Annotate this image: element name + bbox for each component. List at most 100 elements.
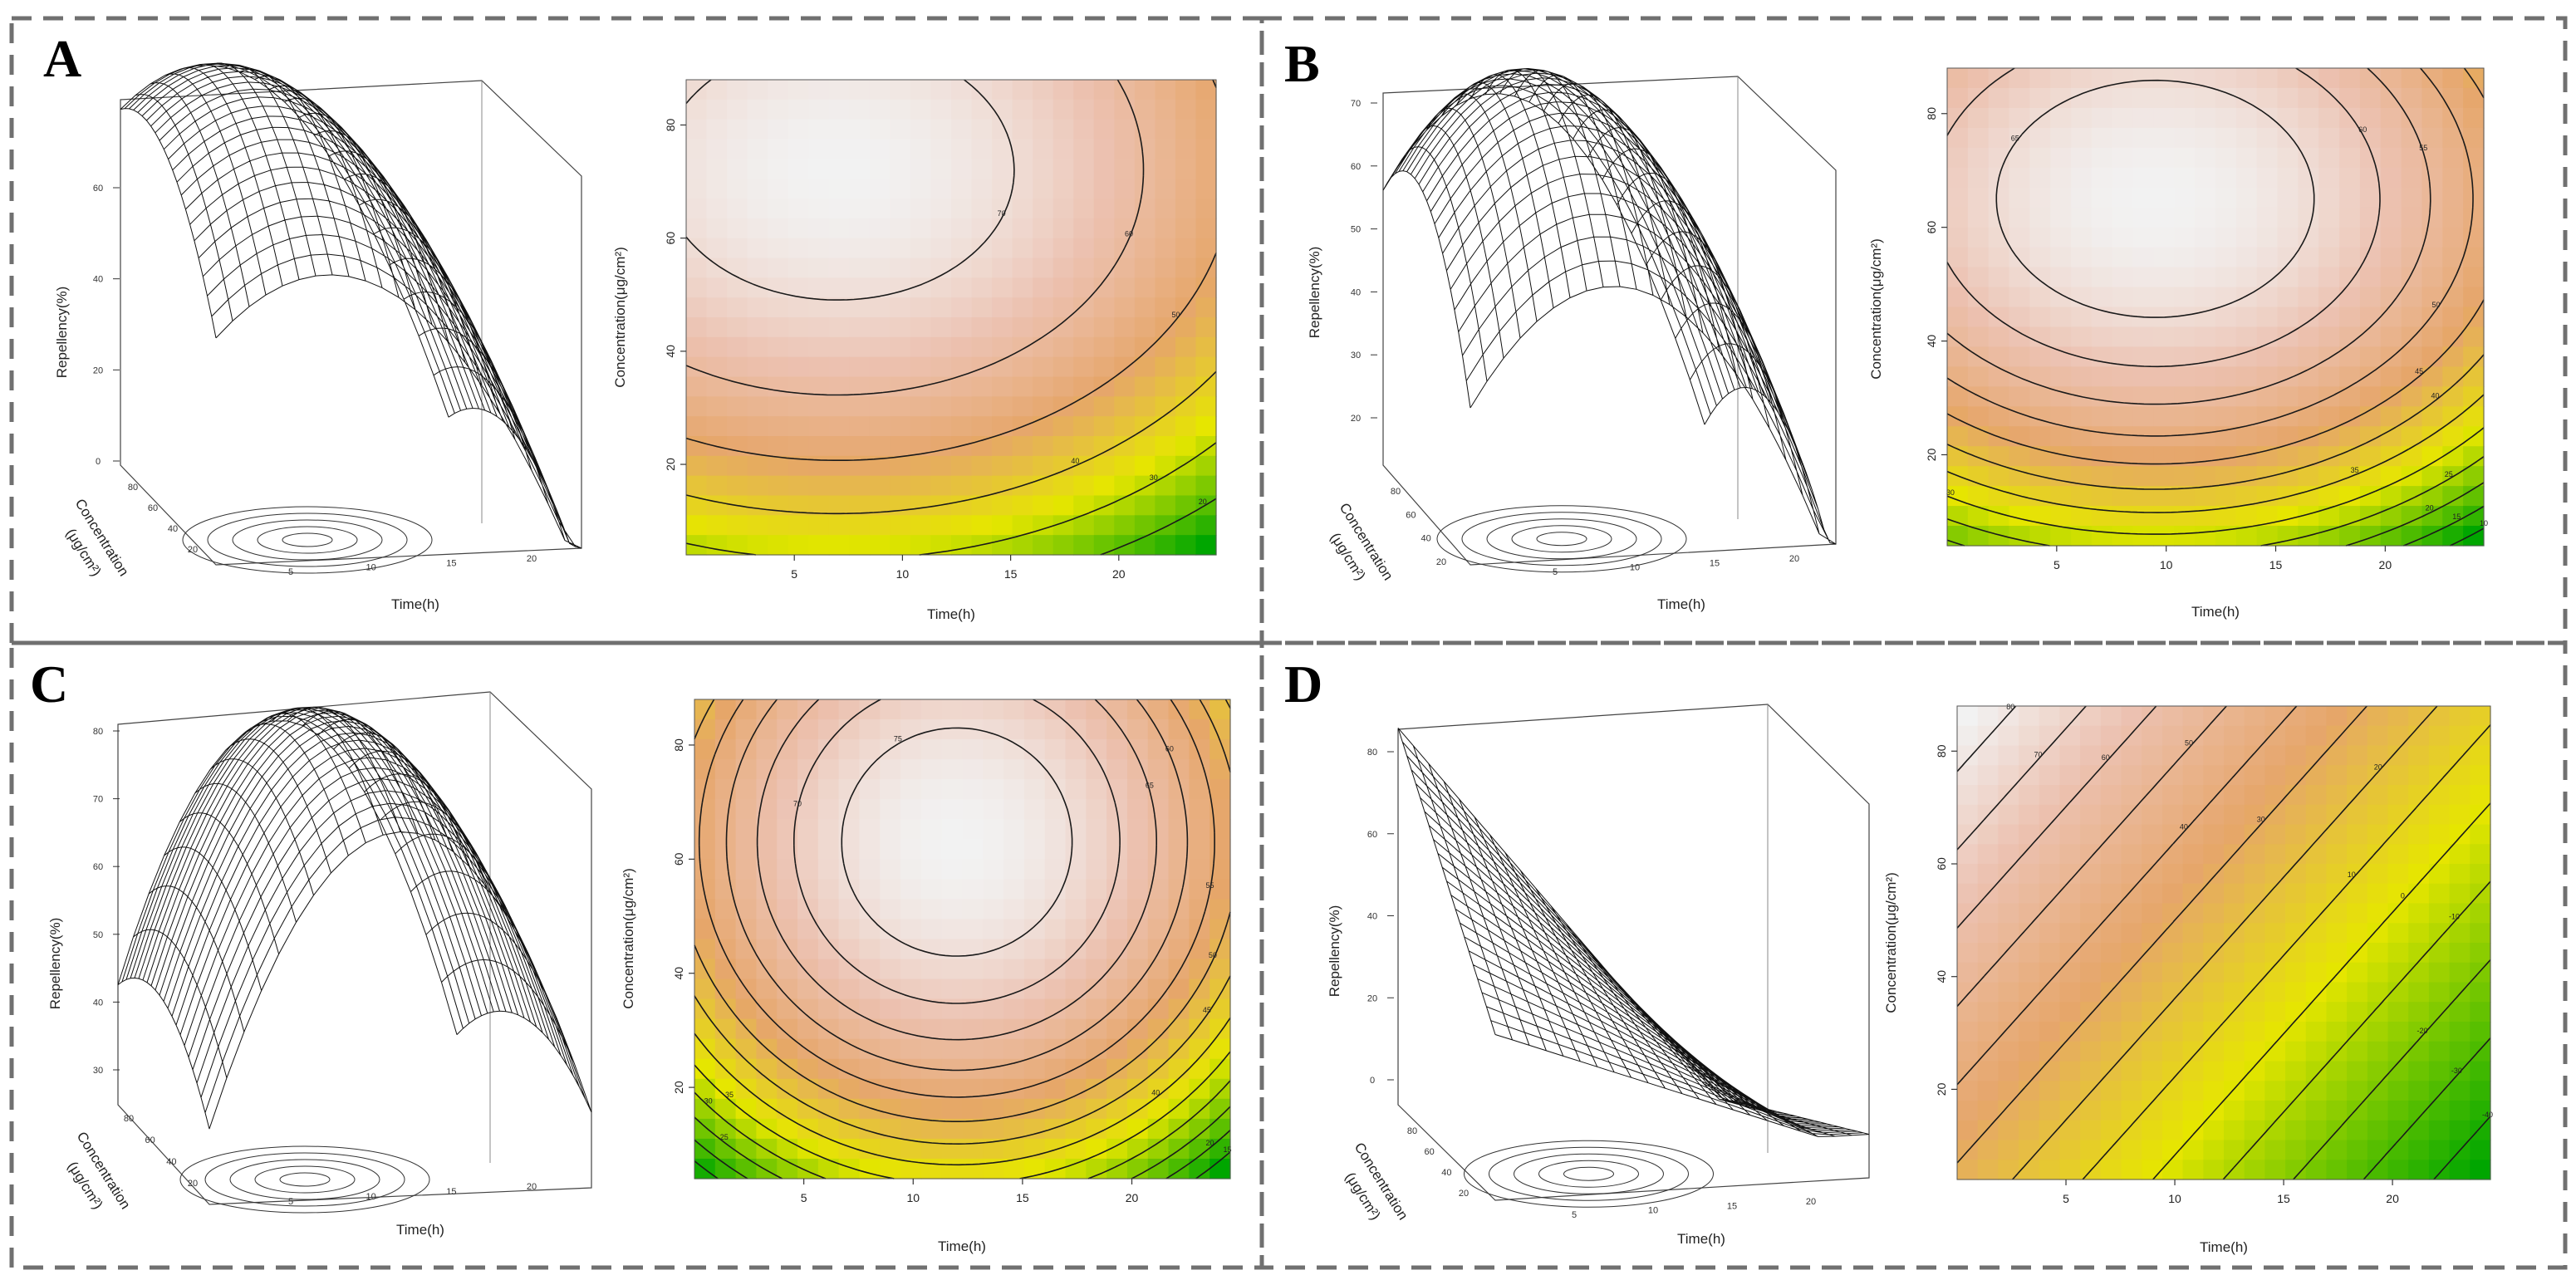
heat-cell xyxy=(1175,218,1197,239)
heat-cell xyxy=(768,535,789,556)
heat-cell xyxy=(1003,839,1025,860)
heat-cell xyxy=(2428,785,2451,806)
heat-cell xyxy=(756,819,778,840)
heat-cell xyxy=(2071,506,2093,527)
panel-frames xyxy=(9,16,2568,1270)
x-tick-label: 20 xyxy=(1126,1191,1139,1204)
heat-cell xyxy=(2174,187,2196,208)
heat-cell xyxy=(747,218,768,239)
heat-cell xyxy=(2367,1081,2389,1101)
heat-cell xyxy=(2009,307,2030,328)
heat-cell xyxy=(920,739,943,760)
heat-cell xyxy=(1134,238,1156,259)
heat-cell xyxy=(2050,127,2072,149)
heat-cell xyxy=(971,396,993,417)
heat-cell xyxy=(2318,187,2340,208)
heat-cell xyxy=(1052,356,1074,378)
heat-cell xyxy=(838,719,861,740)
heat-cell xyxy=(890,436,911,457)
heat-cell xyxy=(2215,207,2237,228)
heat-cell xyxy=(2339,346,2361,367)
heat-cell xyxy=(2050,506,2072,527)
heat-cell xyxy=(2100,1081,2122,1101)
heat-cell xyxy=(2161,1002,2184,1023)
heat-cell xyxy=(747,416,768,437)
heat-cell xyxy=(2182,943,2204,964)
heat-cell xyxy=(1195,336,1217,358)
heat-cell xyxy=(951,475,973,497)
heat-cell xyxy=(869,99,891,120)
heat-cell xyxy=(2182,1160,2204,1180)
heat-cell xyxy=(727,119,748,140)
heat-cell xyxy=(2339,526,2361,547)
heat-cell xyxy=(1195,475,1217,497)
heat-cell xyxy=(727,376,748,397)
heat-cell xyxy=(747,179,768,199)
heat-cell xyxy=(859,879,881,900)
heat-cell xyxy=(1126,1018,1149,1040)
heat-cell xyxy=(2401,287,2423,308)
heat-cell xyxy=(971,515,993,536)
heat-cell xyxy=(1155,119,1176,140)
heat-cell xyxy=(2050,267,2072,288)
heat-cell xyxy=(2174,366,2196,387)
heat-cell xyxy=(768,238,789,259)
heat-cell xyxy=(2470,1081,2491,1101)
heat-cell xyxy=(1147,978,1170,1000)
heat-cell xyxy=(900,779,922,800)
contour-line xyxy=(698,699,1215,1098)
heat-cell xyxy=(838,1058,861,1080)
heat-cell xyxy=(1023,1038,1046,1060)
heat-cell xyxy=(2387,1041,2409,1062)
heat-cell xyxy=(2256,167,2279,189)
contour-level-label: 60 xyxy=(1165,745,1174,753)
heat-cell xyxy=(880,839,901,860)
heat-cell xyxy=(1003,879,1025,900)
heat-cell xyxy=(2019,864,2040,885)
heat-cell xyxy=(983,819,1004,840)
heat-cell xyxy=(869,238,891,259)
heat-cell xyxy=(1155,99,1176,120)
heat-cell xyxy=(962,919,984,940)
heat-cell xyxy=(2256,187,2279,208)
heat-cell xyxy=(2224,943,2245,964)
heat-cell xyxy=(1998,864,2019,885)
z-tick-label: 20 xyxy=(1351,414,1361,424)
heat-cell xyxy=(920,899,943,920)
heat-cell xyxy=(747,495,768,516)
heat-cell xyxy=(1977,745,1999,766)
heat-cell xyxy=(2091,346,2113,367)
heat-cell xyxy=(788,515,809,536)
heat-cell xyxy=(2339,127,2361,149)
heat-cell xyxy=(971,119,993,140)
heat-cell xyxy=(1044,978,1067,1000)
heat-cell xyxy=(2080,903,2102,924)
heat-cell xyxy=(2428,1081,2451,1101)
heat-cell xyxy=(2215,227,2237,248)
heat-cell xyxy=(2256,406,2279,427)
heat-cell xyxy=(900,719,922,740)
heat-cell xyxy=(2100,725,2122,747)
conc-tick-label: 40 xyxy=(1441,1168,1451,1178)
heat-cell xyxy=(1086,899,1107,920)
heat-cell xyxy=(2305,982,2328,1003)
heat-cell xyxy=(2285,1120,2307,1141)
heat-cell xyxy=(2277,187,2299,208)
surface-time-label-a: Time(h) xyxy=(391,596,439,612)
heat-cell xyxy=(1033,436,1054,457)
heat-cell xyxy=(2298,307,2319,328)
heat-cell xyxy=(2380,147,2402,169)
heat-cell xyxy=(768,455,789,477)
heat-cell xyxy=(808,297,830,318)
heat-cell xyxy=(2298,187,2319,208)
heat-cell xyxy=(910,475,932,497)
heat-cell xyxy=(756,1138,778,1160)
heat-cell xyxy=(1998,923,2019,944)
heat-cell xyxy=(910,396,932,417)
heat-cell xyxy=(2215,267,2237,288)
plot-border xyxy=(685,79,1217,556)
heat-cell xyxy=(2100,1002,2122,1023)
heat-cell xyxy=(2449,824,2471,845)
heat-cell xyxy=(2318,326,2340,348)
heat-cell xyxy=(2142,765,2163,786)
